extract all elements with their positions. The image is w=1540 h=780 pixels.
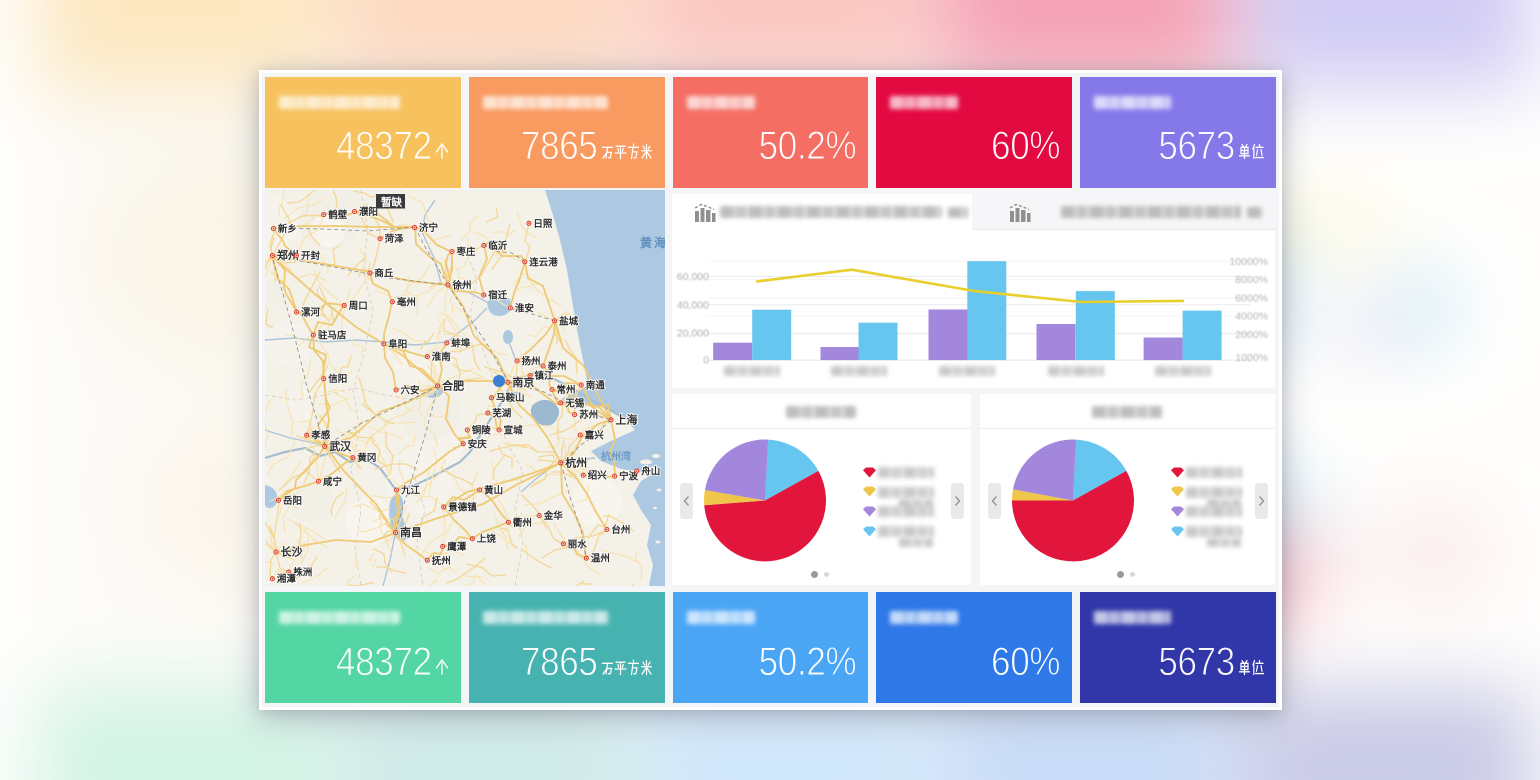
svg-text:铜陵: 铜陵 xyxy=(472,424,492,436)
svg-text:株洲: 株洲 xyxy=(293,566,312,578)
svg-text:杭州湾: 杭州湾 xyxy=(601,450,631,463)
svg-text:芜湖: 芜湖 xyxy=(492,407,512,419)
svg-text:杭州: 杭州 xyxy=(565,455,587,469)
svg-text:上海: 上海 xyxy=(616,412,638,426)
svg-text:绍兴: 绍兴 xyxy=(588,469,608,481)
svg-text:衢州: 衢州 xyxy=(513,516,532,528)
svg-text:济宁: 济宁 xyxy=(419,221,439,233)
svg-text:扬州: 扬州 xyxy=(522,355,541,367)
svg-text:60,000: 60,000 xyxy=(677,271,709,283)
svg-text:马鞍山: 马鞍山 xyxy=(496,392,525,404)
svg-text:金华: 金华 xyxy=(543,510,564,522)
svg-text:8000%: 8000% xyxy=(1235,274,1268,286)
svg-text:上饶: 上饶 xyxy=(477,533,497,545)
svg-text:黄海: 黄海 xyxy=(640,235,665,250)
svg-text:商丘: 商丘 xyxy=(374,267,394,279)
svg-text:宣城: 宣城 xyxy=(504,424,524,436)
svg-text:南通: 南通 xyxy=(586,379,606,391)
svg-text:蚌埠: 蚌埠 xyxy=(451,337,471,349)
svg-text:0: 0 xyxy=(703,354,709,366)
svg-text:4000%: 4000% xyxy=(1235,310,1268,322)
svg-text:抚州: 抚州 xyxy=(432,554,451,566)
svg-text:开封: 开封 xyxy=(301,250,321,262)
svg-text:暂缺: 暂缺 xyxy=(381,195,402,208)
svg-text:无锡: 无锡 xyxy=(564,397,585,409)
svg-text:九江: 九江 xyxy=(400,484,421,496)
svg-text:孝感: 孝感 xyxy=(310,429,331,441)
svg-text:镇江: 镇江 xyxy=(535,370,555,382)
svg-text:安庆: 安庆 xyxy=(468,438,488,450)
svg-text:苏州: 苏州 xyxy=(579,409,598,421)
svg-text:1000%: 1000% xyxy=(1235,352,1268,364)
svg-text:咸宁: 咸宁 xyxy=(322,475,343,487)
svg-text:六安: 六安 xyxy=(401,384,421,396)
svg-text:黄山: 黄山 xyxy=(484,484,503,496)
svg-text:湘潭: 湘潭 xyxy=(277,573,297,585)
svg-text:宁波: 宁波 xyxy=(619,470,639,482)
svg-text:黄冈: 黄冈 xyxy=(357,452,376,464)
svg-text:枣庄: 枣庄 xyxy=(456,246,477,258)
svg-text:亳州: 亳州 xyxy=(397,296,416,308)
svg-text:濮阳: 濮阳 xyxy=(358,206,378,218)
svg-text:鹰潭: 鹰潭 xyxy=(447,540,467,552)
svg-text:日照: 日照 xyxy=(533,218,553,229)
svg-text:淮安: 淮安 xyxy=(515,302,535,314)
svg-text:舟山: 舟山 xyxy=(641,465,660,477)
svg-text:岳阳: 岳阳 xyxy=(283,494,302,506)
svg-text:阜阳: 阜阳 xyxy=(388,338,407,350)
svg-text:2000%: 2000% xyxy=(1235,329,1268,341)
svg-text:40,000: 40,000 xyxy=(677,299,709,311)
svg-text:常州: 常州 xyxy=(557,384,576,396)
svg-text:6000%: 6000% xyxy=(1235,292,1268,304)
svg-text:长沙: 长沙 xyxy=(281,544,303,558)
svg-text:临沂: 临沂 xyxy=(488,239,508,251)
svg-text:景德镇: 景德镇 xyxy=(447,501,477,513)
svg-text:漯河: 漯河 xyxy=(301,306,321,318)
svg-text:泰州: 泰州 xyxy=(547,360,567,372)
svg-text:台州: 台州 xyxy=(611,524,630,536)
svg-text:武汉: 武汉 xyxy=(329,438,352,452)
svg-text:20,000: 20,000 xyxy=(677,327,709,339)
svg-text:淮南: 淮南 xyxy=(432,351,452,363)
svg-text:连云港: 连云港 xyxy=(529,256,558,268)
svg-text:信阳: 信阳 xyxy=(328,373,347,385)
svg-text:郑州: 郑州 xyxy=(277,248,299,262)
svg-text:丽水: 丽水 xyxy=(568,538,588,550)
svg-text:南昌: 南昌 xyxy=(400,525,422,539)
svg-text:鹤壁: 鹤壁 xyxy=(328,209,348,221)
svg-text:徐州: 徐州 xyxy=(452,279,472,291)
svg-text:宿迁: 宿迁 xyxy=(488,289,508,301)
svg-text:10000%: 10000% xyxy=(1229,255,1268,267)
svg-text:新乡: 新乡 xyxy=(278,223,297,235)
svg-text:嘉兴: 嘉兴 xyxy=(584,429,605,441)
svg-text:盐城: 盐城 xyxy=(559,315,579,327)
svg-text:菏泽: 菏泽 xyxy=(385,233,405,245)
svg-text:周口: 周口 xyxy=(349,300,368,311)
svg-text:温州: 温州 xyxy=(591,552,610,564)
svg-text:合肥: 合肥 xyxy=(442,378,464,392)
svg-text:驻马店: 驻马店 xyxy=(318,329,347,341)
